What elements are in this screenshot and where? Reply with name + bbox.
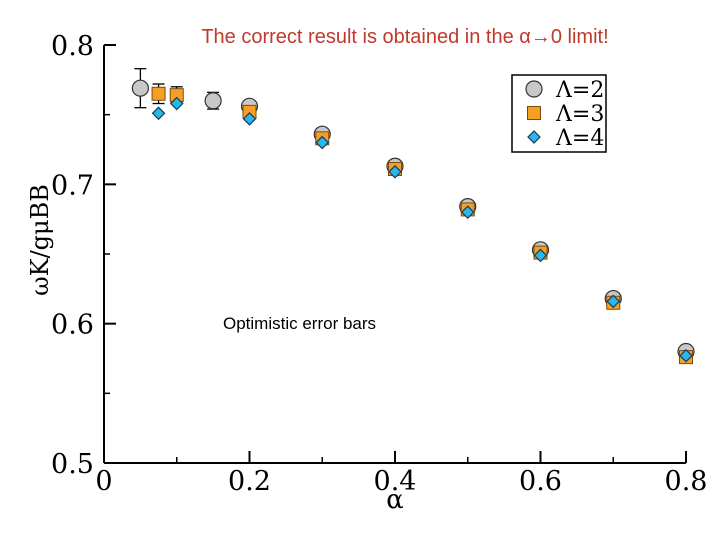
y-tick-label: 0.6 bbox=[51, 310, 94, 341]
legend-marker-lambda3 bbox=[527, 106, 541, 120]
x-tick-label: 0.8 bbox=[665, 466, 708, 497]
legend-marker-lambda4 bbox=[527, 130, 541, 144]
data-point-lambda4 bbox=[533, 248, 548, 263]
annotation-error-bars: Optimistic error bars bbox=[223, 314, 376, 333]
x-tick-label: 0.2 bbox=[228, 466, 271, 497]
legend-marker-lambda2 bbox=[525, 80, 543, 98]
legend-label-lambda2: Λ=2 bbox=[555, 78, 604, 103]
x-axis-label: α bbox=[386, 485, 404, 515]
y-axis-label: ωK/gμBB bbox=[26, 184, 54, 296]
data-point-lambda4 bbox=[606, 294, 621, 309]
y-tick-label: 0.7 bbox=[51, 170, 94, 201]
x-tick-label: 0 bbox=[95, 466, 112, 497]
data-point-lambda4 bbox=[679, 348, 693, 363]
legend-label-lambda4: Λ=4 bbox=[555, 126, 604, 151]
data-point-lambda2 bbox=[204, 92, 222, 110]
data-point-lambda4 bbox=[388, 164, 402, 179]
data-point-lambda4 bbox=[315, 135, 330, 150]
x-tick-label: 0.6 bbox=[519, 466, 562, 497]
chart-title: The correct result is obtained in the α→… bbox=[201, 26, 608, 48]
x-tick-label: 0.4 bbox=[374, 466, 417, 497]
data-point-lambda4 bbox=[151, 106, 166, 121]
y-tick-label: 0.8 bbox=[51, 31, 94, 62]
data-point-lambda4 bbox=[169, 96, 184, 111]
data-point-lambda2 bbox=[131, 79, 149, 97]
y-tick-label: 0.5 bbox=[51, 449, 94, 480]
data-point-lambda3 bbox=[151, 86, 166, 101]
legend-label-lambda3: Λ=3 bbox=[555, 102, 604, 127]
data-point-lambda4 bbox=[460, 205, 475, 220]
data-point-lambda4 bbox=[242, 111, 257, 126]
